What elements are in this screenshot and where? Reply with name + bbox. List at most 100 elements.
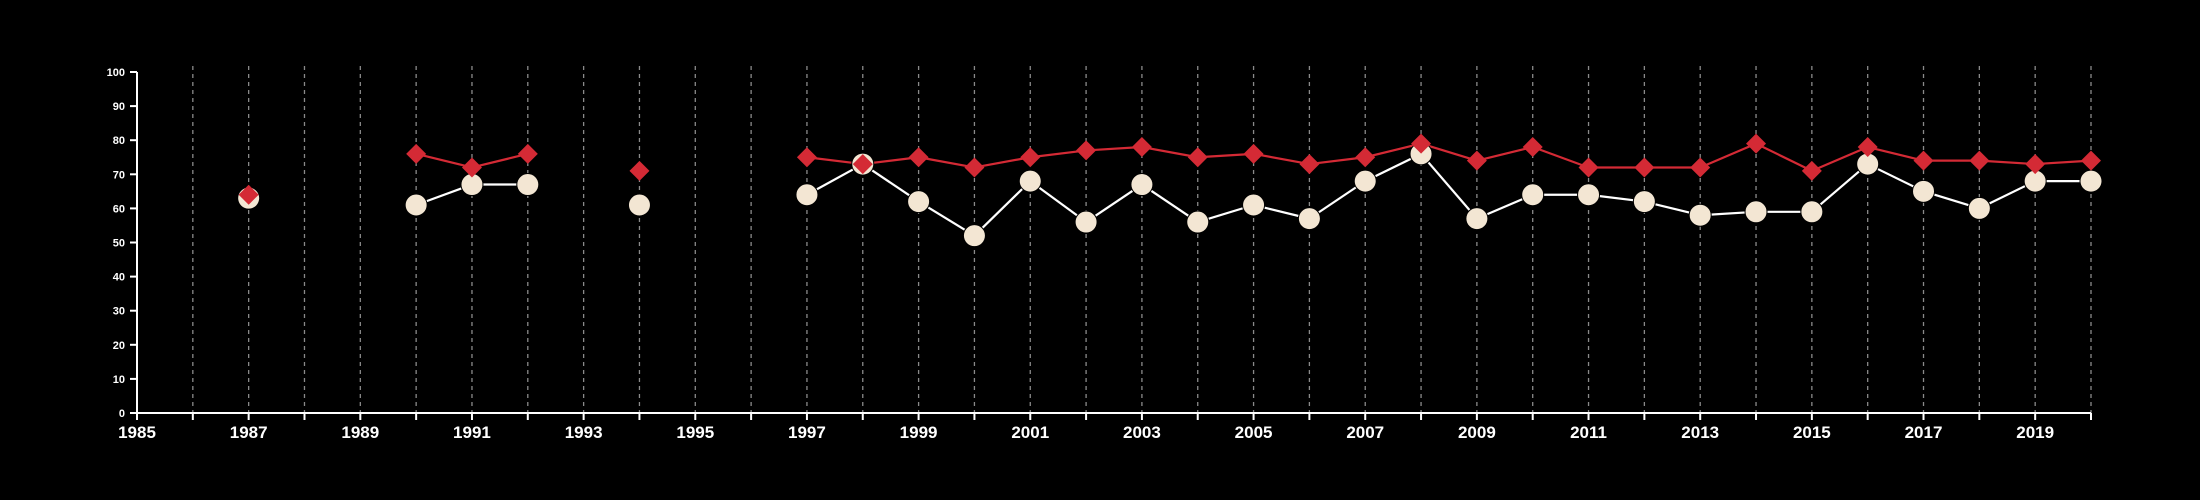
series-0-segment-2016: [1811, 163, 1869, 213]
circle-point-2013: [1688, 203, 1712, 227]
axes: 1985 1987 1989 1991 1993 1995 1997 1999 2001 2003…: [107, 67, 2092, 442]
series-1-segment-2010: [1476, 145, 1533, 162]
y-tick-label-20: 20: [113, 340, 125, 352]
series-1-segment-2009: [1420, 142, 1478, 162]
x-tick-label-1989: 1989: [341, 423, 379, 442]
diamond-point-1987: [238, 184, 259, 205]
diamond-point-2019: [2025, 154, 2046, 175]
diamond-point-2012: [1634, 157, 1655, 178]
circle-point-2018: [1967, 196, 1991, 220]
x-tick-label-2013: 2013: [1681, 423, 1719, 442]
diamond-point-2017: [1913, 150, 1934, 171]
series-0-segment-2009: [1420, 153, 1478, 220]
circle-point-2003: [1130, 173, 1154, 197]
series-0-segment-2001: [973, 180, 1032, 237]
series: [237, 133, 2103, 248]
circle-point-2010: [1521, 183, 1545, 207]
diamond-point-2008: [1411, 133, 1432, 154]
diamond-point-1998: [852, 154, 873, 175]
diamond-point-2002: [1076, 140, 1097, 161]
y-tick-label-80: 80: [113, 135, 125, 147]
diamond-point-2009: [1466, 150, 1487, 171]
y-tick-label-10: 10: [113, 374, 125, 386]
x-tick-label-1987: 1987: [230, 423, 268, 442]
diamond-point-1999: [908, 147, 929, 168]
diamond-point-2010: [1522, 137, 1543, 158]
diamond-point-2004: [1187, 147, 1208, 168]
diamond-point-2018: [1969, 150, 1990, 171]
series-1-segment-2007: [1309, 156, 1366, 166]
x-tick-label-1995: 1995: [676, 423, 714, 442]
x-tick-label-2011: 2011: [1570, 423, 1607, 442]
x-tick-label-2005: 2005: [1235, 423, 1273, 442]
y-tick-label-50: 50: [113, 238, 125, 250]
diamond-point-1990: [406, 143, 427, 164]
x-tick-label-2019: 2019: [2016, 423, 2054, 442]
circle-point-1994: [627, 193, 651, 217]
x-tick-label-2001: 2001: [1011, 423, 1049, 442]
series-1-segment-2002: [1030, 149, 1087, 159]
diamond-point-2015: [1801, 160, 1822, 181]
y-tick-label-60: 60: [113, 203, 125, 215]
series-1-segment-2004: [1141, 145, 1198, 159]
x-tick-label-2015: 2015: [1793, 423, 1831, 442]
circle-point-2002: [1074, 210, 1098, 234]
diamond-point-1997: [796, 147, 817, 168]
series-1-segment-2001: [974, 156, 1031, 169]
diamond-point-1994: [629, 160, 650, 181]
diamond-point-1992: [517, 143, 538, 164]
circle-point-1997: [795, 183, 819, 207]
series-1-segment-2011: [1532, 145, 1589, 169]
circle-point-2012: [1632, 190, 1656, 214]
diamond-point-2011: [1578, 157, 1599, 178]
series-1-markers: [238, 133, 2101, 205]
circle-point-2005: [1242, 193, 1266, 217]
circle-point-2011: [1577, 183, 1601, 207]
y-tick-label-0: 0: [119, 408, 125, 420]
y-tick-label-100: 100: [107, 67, 125, 79]
diamond-point-2000: [964, 157, 985, 178]
series-1-segment-2008: [1364, 142, 1422, 159]
circle-point-2015: [1800, 200, 1824, 224]
diamond-point-1991: [461, 157, 482, 178]
circle-point-2000: [962, 224, 986, 248]
series-1-segment-2016: [1811, 146, 1869, 172]
diamond-point-2001: [1020, 147, 1041, 168]
x-tick-label-1991: 1991: [453, 423, 491, 442]
circle-point-2009: [1465, 207, 1489, 231]
circle-point-2014: [1744, 200, 1768, 224]
diamond-point-2006: [1299, 154, 1320, 175]
x-tick-label-2017: 2017: [1905, 423, 1943, 442]
y-tick-label-30: 30: [113, 306, 125, 318]
series-1-segment-2014: [1699, 142, 1757, 169]
circle-point-2007: [1353, 169, 1377, 193]
series-1-segment-2006: [1253, 152, 1310, 166]
x-tick-label-2007: 2007: [1346, 423, 1384, 442]
circle-point-1990: [404, 193, 428, 217]
y-tick-label-40: 40: [113, 272, 125, 284]
circle-point-2017: [1912, 179, 1936, 203]
circle-point-1999: [907, 190, 931, 214]
circle-point-2020: [2079, 169, 2103, 193]
x-tick-label-1993: 1993: [565, 423, 603, 442]
series-1-segment-1991: [415, 152, 473, 169]
x-tick-label-1985: 1985: [118, 423, 156, 442]
x-tick-label-1997: 1997: [788, 423, 826, 442]
diamond-point-2013: [1690, 157, 1711, 178]
diamond-point-2016: [1857, 137, 1878, 158]
diamond-point-2014: [1746, 133, 1767, 154]
y-tick-label-70: 70: [113, 169, 125, 181]
circle-point-2004: [1186, 210, 1210, 234]
diamond-point-2007: [1355, 147, 1376, 168]
series-1-segment-2000: [918, 156, 975, 169]
x-tick-label-2003: 2003: [1123, 423, 1161, 442]
circle-point-1992: [516, 173, 540, 197]
series-1-segment-1992: [471, 152, 529, 169]
series-1-segment-2017: [1867, 145, 1924, 162]
series-1-segment-2015: [1755, 142, 1813, 172]
diamond-point-2005: [1243, 143, 1264, 164]
diamond-point-2003: [1131, 137, 1152, 158]
circle-point-2001: [1018, 169, 1042, 193]
